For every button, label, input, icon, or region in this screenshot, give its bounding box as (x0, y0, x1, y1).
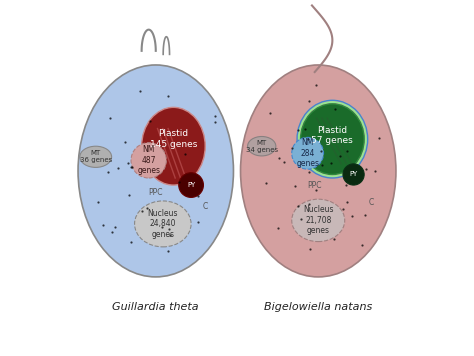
Text: C: C (202, 202, 208, 211)
Text: NM
487
genes: NM 487 genes (137, 146, 160, 175)
Ellipse shape (78, 65, 234, 277)
Ellipse shape (179, 173, 203, 198)
Text: Nucleus
24,840
genes: Nucleus 24,840 genes (147, 209, 178, 239)
Text: MT
34 genes: MT 34 genes (246, 140, 278, 153)
Text: Plastid
145 genes: Plastid 145 genes (150, 130, 197, 149)
Text: PPC: PPC (308, 180, 322, 189)
Ellipse shape (301, 104, 364, 174)
Ellipse shape (292, 199, 345, 242)
Text: Nucleus
21,708
genes: Nucleus 21,708 genes (303, 205, 334, 235)
Text: C: C (369, 198, 374, 207)
Text: Guillardia theta: Guillardia theta (112, 302, 199, 312)
Ellipse shape (142, 108, 205, 185)
Text: Plastid
57 genes: Plastid 57 genes (311, 126, 353, 145)
Ellipse shape (240, 65, 396, 277)
Ellipse shape (292, 137, 324, 169)
Text: PY: PY (187, 182, 195, 188)
Text: Bigelowiella natans: Bigelowiella natans (264, 302, 373, 312)
Ellipse shape (343, 164, 364, 185)
Text: MT
36 genes: MT 36 genes (80, 150, 112, 163)
Ellipse shape (135, 201, 191, 247)
Text: PPC: PPC (148, 188, 163, 197)
Ellipse shape (80, 146, 111, 167)
Ellipse shape (131, 143, 166, 178)
Text: NM
284
genes: NM 284 genes (296, 138, 319, 168)
Ellipse shape (247, 136, 276, 156)
Text: PY: PY (349, 172, 358, 178)
